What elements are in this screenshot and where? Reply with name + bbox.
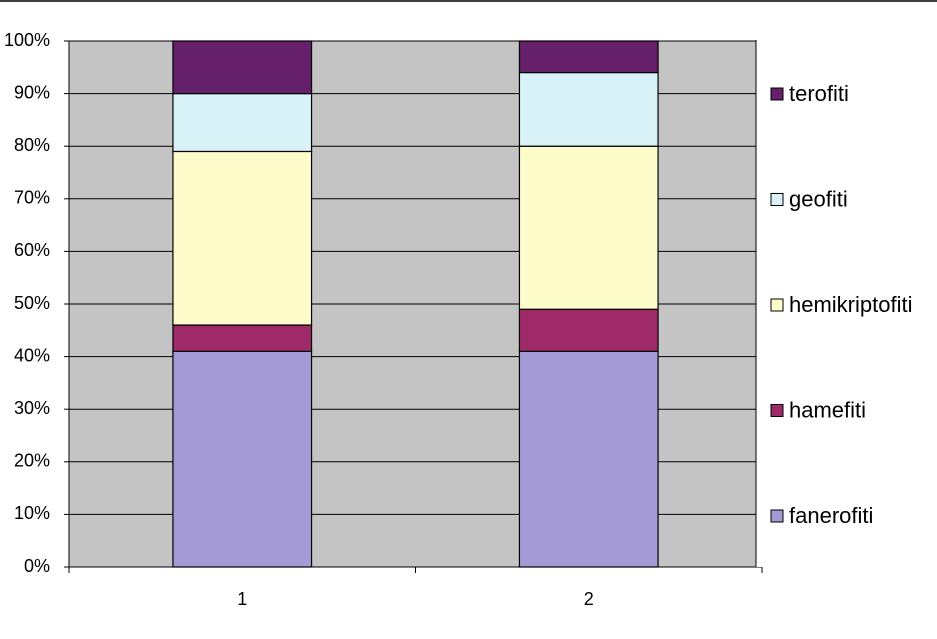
bar-segment: [518, 71, 659, 147]
bar-segment: [518, 350, 659, 568]
y-tick-label: 60%: [14, 240, 50, 260]
bar-segment: [172, 92, 313, 153]
legend-label: terofiti: [789, 81, 849, 106]
legend-swatch: [770, 298, 784, 312]
y-tick-label: 30%: [14, 398, 50, 418]
bar-segment: [172, 324, 313, 352]
y-tick-label: 40%: [14, 345, 50, 365]
legend-label: hamefiti: [789, 397, 866, 422]
legend-label: fanerofiti: [789, 503, 873, 528]
bar-segment: [172, 40, 313, 95]
y-tick-label: 80%: [14, 135, 50, 155]
y-tick-label: 10%: [14, 503, 50, 523]
legend-box: [756, 40, 937, 567]
y-tick-label: 100%: [4, 30, 50, 50]
legend-swatch: [770, 87, 784, 101]
bar-segment: [518, 40, 659, 74]
bar-segment: [518, 145, 659, 310]
y-tick-label: 0%: [24, 556, 50, 576]
y-tick-label: 20%: [14, 451, 50, 471]
y-tick-label: 70%: [14, 188, 50, 208]
legend-swatch: [770, 193, 784, 206]
legend-label: hemikriptofiti: [789, 292, 912, 317]
legend-label: geofiti: [789, 186, 848, 211]
y-tick-label: 50%: [14, 293, 50, 313]
bar-segment: [518, 308, 659, 352]
x-tick-label: 1: [237, 589, 247, 609]
legend-swatch: [770, 404, 784, 417]
legend-swatch: [770, 509, 784, 523]
x-tick-label: 2: [584, 589, 594, 609]
bar-segment: [172, 150, 313, 326]
y-tick-label: 90%: [14, 82, 50, 102]
bar-segment: [172, 350, 313, 568]
